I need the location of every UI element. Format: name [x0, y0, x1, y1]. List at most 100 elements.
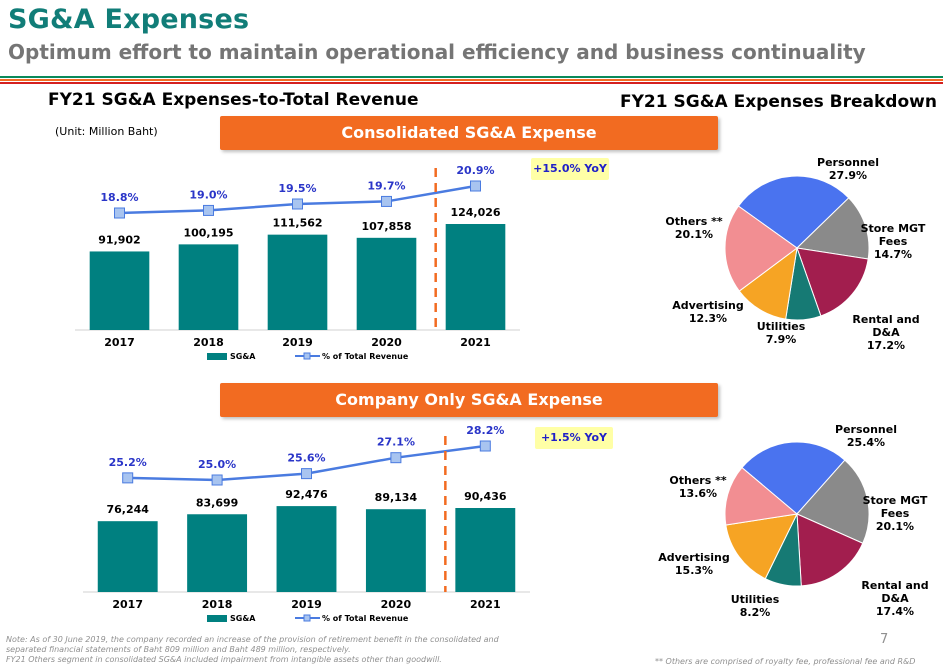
- company-pie-pct-0: 25.4%: [847, 436, 885, 449]
- company-bar-2018: [187, 514, 248, 592]
- consolidated-banner: Consolidated SG&A Expense: [220, 116, 718, 150]
- consolidated-pct-marker-2020: [381, 195, 392, 207]
- consolidated-bar-2020: [356, 237, 417, 330]
- consolidated-yoy-badge: +15.0% YoY: [531, 158, 609, 180]
- company-tick-2017: 2017: [112, 598, 143, 611]
- company-pie-slice-1: [796, 459, 870, 544]
- company-pct-marker-2020: [390, 452, 402, 464]
- company-pie-label-1-1: Fees: [881, 507, 910, 520]
- consolidated-pie-label-2-1: D&A: [872, 326, 900, 339]
- consolidated-pie-label-2-0: Rental and: [852, 313, 919, 326]
- company-pie-label-0-0: Personnel: [835, 423, 897, 436]
- footnote-line-3: FY21 Others segment in consolidated SG&A…: [6, 655, 442, 664]
- right-section-heading: FY21 SG&A Expenses Breakdown: [620, 92, 937, 112]
- company-pie-slice-0: [741, 441, 846, 515]
- company-banner: Company Only SG&A Expense: [220, 383, 718, 417]
- footnote-line-2: separated financial statements of Baht 8…: [6, 645, 351, 654]
- company-tick-2020: 2020: [381, 598, 412, 611]
- company-pie-pct-2: 17.4%: [876, 605, 914, 618]
- consolidated-bar-2021: [445, 224, 506, 330]
- consolidated-bar-label-2019: 111,562: [272, 217, 322, 230]
- consolidated-pct-label-2021: 20.9%: [456, 164, 494, 177]
- company-pie-slice-4: [725, 513, 798, 580]
- consolidated-pie-pct-0: 27.9%: [829, 169, 867, 182]
- consolidated-tick-2017: 2017: [104, 336, 135, 349]
- consolidated-pie-pct-4: 12.3%: [689, 312, 727, 325]
- company-bar-label-2021: 90,436: [464, 490, 507, 503]
- company-pct-label-2021: 28.2%: [466, 424, 504, 437]
- consolidated-pie-label-5-0: Others **: [665, 215, 722, 228]
- left-section-heading: FY21 SG&A Expenses-to-Total Revenue: [48, 90, 419, 110]
- company-tick-2021: 2021: [470, 598, 501, 611]
- consolidated-legend-line-marker: [303, 352, 311, 360]
- consolidated-bar-label-2020: 107,858: [361, 220, 411, 233]
- company-bar-2019: [276, 506, 337, 592]
- consolidated-pie-label-0-0: Personnel: [817, 156, 879, 169]
- consolidated-pie-label-1-0: Store MGT: [861, 222, 926, 235]
- consolidated-tick-2021: 2021: [460, 336, 491, 349]
- consolidated-pie-slice-0: [737, 175, 850, 249]
- consolidated-tick-2018: 2018: [193, 336, 224, 349]
- company-pie-label-3-0: Utilities: [731, 593, 780, 606]
- consolidated-bar-2019: [267, 234, 328, 330]
- consolidated-pie-label-4-0: Advertising: [672, 299, 744, 312]
- company-pct-label-2020: 27.1%: [377, 436, 415, 449]
- company-pie-label-5-0: Others **: [669, 474, 726, 487]
- consolidated-pct-marker-2021: [470, 180, 481, 192]
- consolidated-bar-label-2017: 91,902: [98, 233, 140, 246]
- footnote-others: ** Others are comprised of royalty fee, …: [655, 657, 916, 666]
- consolidated-pie-pct-3: 7.9%: [766, 333, 797, 346]
- consolidated-pie-label-1-1: Fees: [879, 235, 908, 248]
- company-pct-marker-2019: [301, 468, 312, 480]
- company-pct-marker-2018: [211, 474, 223, 486]
- consolidated-pie-slice-2: [796, 247, 869, 317]
- company-bar-2020: [365, 509, 426, 592]
- consolidated-bar-2018: [178, 244, 239, 330]
- company-tick-2018: 2018: [202, 598, 233, 611]
- company-pct-label-2019: 25.6%: [287, 452, 325, 465]
- consolidated-pct-marker-2017: [114, 207, 125, 219]
- company-pct-marker-2017: [122, 472, 134, 484]
- consolidated-pie-pct-2: 17.2%: [867, 339, 905, 352]
- unit-label: (Unit: Million Baht): [55, 125, 158, 138]
- page-title: SG&A Expenses: [8, 4, 250, 35]
- company-pie-label-4-0: Advertising: [658, 551, 730, 564]
- divider-green: [0, 76, 943, 78]
- company-bar-label-2018: 83,699: [196, 496, 238, 509]
- company-bar-label-2020: 89,134: [375, 491, 418, 504]
- consolidated-pct-label-2020: 19.7%: [367, 179, 405, 192]
- company-pct-marker-2021: [479, 440, 491, 452]
- divider-red: [0, 82, 943, 84]
- consolidated-pct-label-2017: 18.8%: [100, 191, 138, 204]
- company-bar-2021: [455, 508, 516, 592]
- consolidated-bar-label-2021: 124,026: [450, 206, 500, 219]
- company-pct-label-2017: 25.2%: [109, 456, 147, 469]
- page-number: 7: [880, 632, 889, 647]
- consolidated-pie-pct-5: 20.1%: [675, 228, 713, 241]
- divider-orange: [0, 79, 943, 81]
- footnote: Note: As of 30 June 2019, the company re…: [6, 635, 566, 665]
- consolidated-pie-slice-1: [795, 197, 870, 260]
- company-yoy-badge: +1.5% YoY: [535, 427, 613, 449]
- company-pie-pct-3: 8.2%: [740, 606, 771, 619]
- footnote-line-1: Note: As of 30 June 2019, the company re…: [6, 635, 499, 644]
- company-legend-bar-label: SG&A: [230, 614, 256, 623]
- company-bar-2017: [97, 521, 158, 592]
- company-legend-line-marker: [303, 614, 311, 622]
- consolidated-pct-marker-2018: [203, 204, 214, 216]
- consolidated-bar-label-2018: 100,195: [183, 226, 233, 239]
- consolidated-tick-2020: 2020: [371, 336, 402, 349]
- company-pie-slice-2: [796, 513, 864, 587]
- company-pie-label-2-1: D&A: [881, 592, 909, 605]
- consolidated-pie-slice-5: [724, 205, 798, 292]
- consolidated-bar-2017: [89, 251, 150, 330]
- consolidated-pie-label-3-0: Utilities: [757, 320, 806, 333]
- consolidated-tick-2019: 2019: [282, 336, 313, 349]
- company-legend-line-label: % of Total Revenue: [322, 614, 409, 623]
- consolidated-legend-line-label: % of Total Revenue: [322, 352, 409, 361]
- company-pie-pct-1: 20.1%: [876, 520, 914, 533]
- company-pie-label-1-0: Store MGT: [863, 494, 928, 507]
- consolidated-pct-marker-2019: [292, 198, 303, 210]
- consolidated-legend-bar-swatch: [207, 353, 227, 360]
